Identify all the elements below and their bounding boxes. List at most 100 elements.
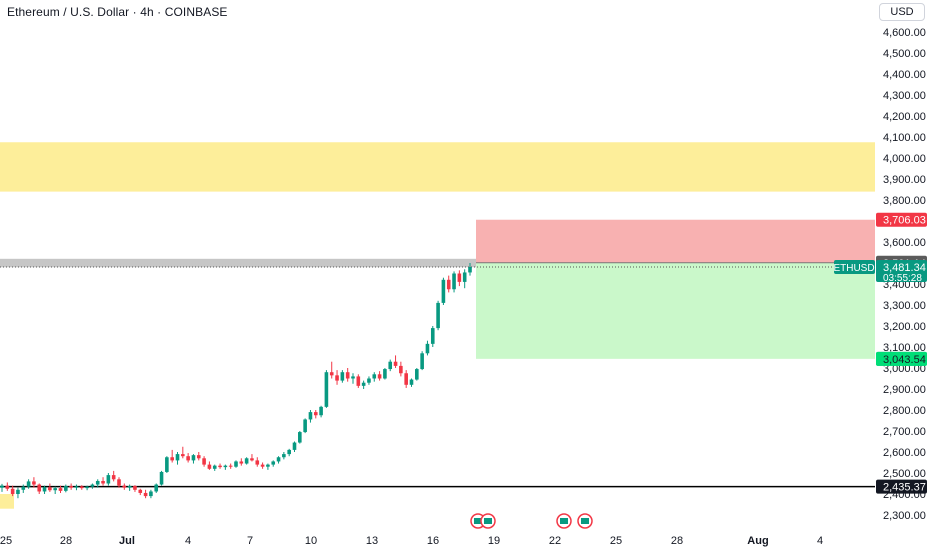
stop-loss-zone	[476, 219, 875, 263]
candle-body	[308, 412, 313, 420]
y-tick-label: 2,700.00	[883, 426, 926, 438]
candle-body	[42, 487, 47, 492]
x-tick-label: 13	[366, 535, 378, 547]
target-price-highlight	[876, 351, 927, 366]
candle-body	[37, 484, 42, 492]
candle-body	[10, 488, 15, 494]
candle-body	[53, 488, 57, 491]
candle-body	[228, 465, 233, 467]
gray-zone	[0, 258, 476, 268]
candle-body	[122, 485, 127, 488]
candle-body	[244, 458, 249, 464]
support-price-label: 2,435.37	[883, 482, 926, 494]
candle-body	[202, 458, 206, 465]
x-tick-label: 25	[610, 535, 622, 547]
candle-body	[111, 475, 116, 480]
candle-body	[0, 485, 4, 488]
x-tick-label: Aug	[747, 535, 768, 547]
candle-body	[186, 456, 190, 461]
candle-body	[48, 487, 52, 491]
y-tick-label: 3,400.00	[883, 279, 926, 291]
candle-body	[207, 464, 212, 469]
candle-body	[298, 432, 302, 443]
zones-layer	[0, 142, 875, 509]
y-tick-label: 2,600.00	[883, 447, 926, 459]
resistance-zone	[0, 142, 875, 192]
candle-body	[255, 460, 260, 465]
candle-body	[170, 457, 174, 461]
candle-body	[143, 492, 148, 497]
y-tick-label: 4,100.00	[883, 132, 926, 144]
y-tick-label: 3,000.00	[883, 363, 926, 375]
y-tick-label: 2,500.00	[883, 468, 926, 480]
event-flag-icon	[484, 518, 492, 524]
candle-body	[324, 372, 329, 407]
x-tick-label: 28	[60, 535, 72, 547]
candle-body	[165, 457, 169, 472]
candle-body	[271, 461, 276, 465]
candle-body	[282, 454, 286, 458]
candle-body	[287, 449, 291, 455]
markers-layer	[470, 513, 593, 529]
candle-body	[292, 442, 297, 450]
candle-body	[191, 455, 196, 461]
candle-body	[101, 480, 105, 484]
candle-body	[64, 486, 68, 491]
x-tick-label: 28	[671, 535, 683, 547]
y-tick-label: 2,900.00	[883, 384, 926, 396]
candle-body	[223, 465, 228, 468]
y-tick-label: 4,300.00	[883, 90, 926, 102]
candle-body	[127, 486, 132, 488]
candle-body	[21, 486, 26, 490]
candle-body	[16, 489, 20, 494]
candle-body	[452, 273, 456, 290]
x-tick-label: Jul	[119, 535, 135, 547]
y-tick-label: 4,600.00	[883, 27, 926, 39]
candle-body	[181, 454, 185, 457]
candle-body	[457, 273, 462, 282]
candle-body	[335, 375, 339, 381]
candle-body	[260, 464, 265, 467]
x-tick-label: 25	[0, 535, 12, 547]
candle-body	[351, 376, 355, 379]
symbol-tag: ETHUSD	[833, 263, 874, 274]
candle-body	[388, 361, 393, 370]
candle-body	[372, 374, 377, 379]
candle-body	[468, 266, 472, 273]
chart-title: Ethereum / U.S. Dollar · 4h · COINBASE	[7, 5, 228, 19]
candle-body	[340, 372, 345, 381]
currency-button[interactable]: USD	[879, 3, 925, 21]
candle-body	[420, 353, 424, 370]
candle-body	[409, 379, 414, 385]
candle-body	[329, 372, 334, 376]
candle-body	[303, 419, 307, 433]
candle-body	[404, 373, 408, 385]
countdown-label: 03:55:28	[883, 273, 922, 284]
candle-body	[159, 471, 164, 485]
labels-layer: 3,706.033,501.143,481.3403:55:28ETHUSD3,…	[833, 212, 927, 494]
candle-body	[234, 461, 238, 467]
y-tick-label: 4,000.00	[883, 153, 926, 165]
candle-body	[133, 486, 137, 490]
candle-body	[95, 480, 100, 485]
candle-body	[138, 489, 143, 493]
candle-body	[425, 343, 430, 354]
y-tick-label: 3,600.00	[883, 237, 926, 249]
candle-body	[345, 372, 350, 379]
candle-body	[79, 486, 84, 489]
candle-body	[85, 486, 89, 489]
candles-layer	[0, 263, 472, 499]
take-profit-zone	[476, 262, 875, 359]
candle-body	[212, 465, 217, 469]
candle-body	[149, 491, 153, 497]
symbol-tag-bg	[834, 259, 875, 274]
candle-body	[446, 279, 451, 290]
candle-body	[367, 378, 371, 383]
candle-body	[441, 279, 446, 303]
candle-body	[218, 465, 222, 468]
y-tick-label: 3,300.00	[883, 300, 926, 312]
candle-body	[377, 374, 382, 379]
current-price-bg	[876, 259, 927, 282]
candle-body	[117, 479, 121, 486]
